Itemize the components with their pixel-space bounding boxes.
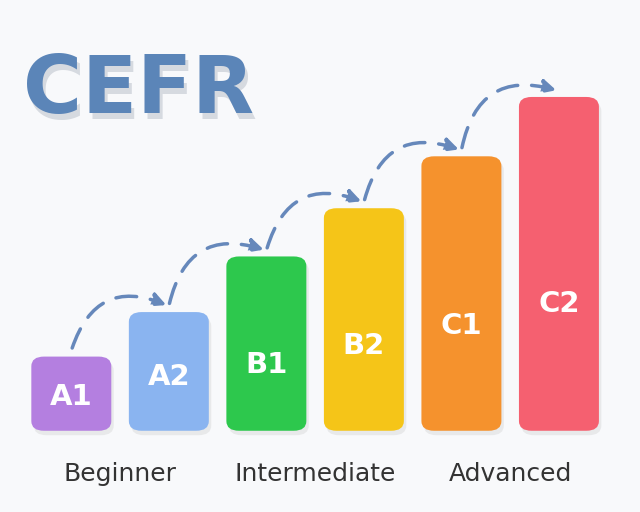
FancyBboxPatch shape xyxy=(227,257,307,431)
Text: B2: B2 xyxy=(343,332,385,360)
FancyBboxPatch shape xyxy=(129,312,209,431)
FancyBboxPatch shape xyxy=(326,212,406,435)
Text: Beginner: Beginner xyxy=(63,462,177,486)
FancyBboxPatch shape xyxy=(522,101,602,435)
Text: Intermediate: Intermediate xyxy=(234,462,396,486)
Text: Advanced: Advanced xyxy=(449,462,572,486)
Text: C1: C1 xyxy=(440,312,482,340)
FancyBboxPatch shape xyxy=(421,156,501,431)
FancyBboxPatch shape xyxy=(229,261,308,435)
Text: CEFR: CEFR xyxy=(22,52,253,131)
Text: CEFR: CEFR xyxy=(26,58,257,136)
FancyBboxPatch shape xyxy=(519,97,599,431)
Text: A1: A1 xyxy=(50,383,93,411)
FancyBboxPatch shape xyxy=(424,161,504,435)
FancyBboxPatch shape xyxy=(131,316,211,435)
FancyBboxPatch shape xyxy=(34,361,114,435)
Text: A2: A2 xyxy=(148,364,190,391)
Text: B1: B1 xyxy=(245,351,287,378)
FancyBboxPatch shape xyxy=(324,208,404,431)
Text: C2: C2 xyxy=(538,290,580,318)
FancyBboxPatch shape xyxy=(31,356,111,431)
